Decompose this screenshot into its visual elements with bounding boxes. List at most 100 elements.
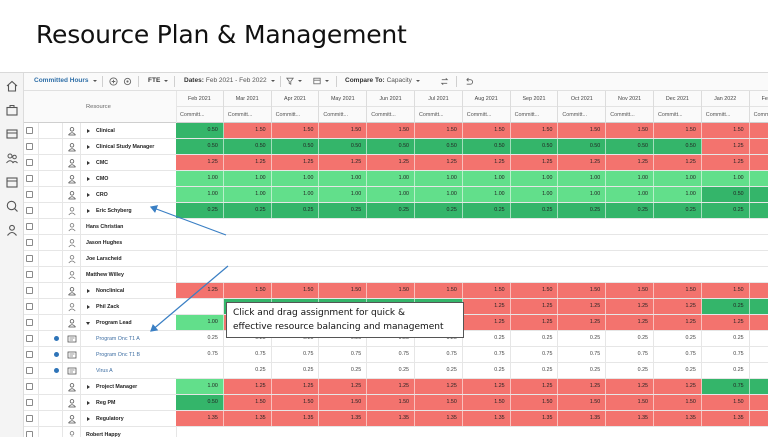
hours-cell[interactable]: 1.25 [510,379,559,394]
hours-cell[interactable]: 0.25 [367,203,415,218]
hours-cell[interactable] [176,299,224,314]
hours-cell[interactable]: 1.00 [271,187,320,202]
row-checkbox[interactable] [26,127,33,134]
hours-cell[interactable]: 1.00 [367,187,415,202]
hours-cell[interactable]: 0.75 [415,347,463,362]
expand-right-icon[interactable] [87,400,90,405]
hours-cell[interactable]: 1.50 [462,123,511,138]
hours-cell[interactable]: 0.75 [606,347,654,362]
hours-cell[interactable]: 1.25 [223,379,272,394]
hours-cell[interactable]: 1.25 [510,299,559,314]
hours-cell[interactable]: 0.25 [367,363,415,378]
hours-cell[interactable]: 1.25 [367,155,415,170]
settings-icon[interactable] [123,77,132,86]
hours-cell[interactable]: 1.00 [701,171,750,186]
hours-cell[interactable]: 0.25 [749,299,768,314]
hours-cell[interactable]: 1.25 [701,155,750,170]
assignment-row[interactable]: Virus A 0.25 0.25 0.25 0.25 0.25 0.25 0.25 0.25 0… [24,363,768,379]
hours-cell[interactable]: 1.35 [176,411,224,426]
unit-dropdown[interactable]: FTE [148,77,169,84]
month-column-header[interactable]: May 2021 Committ... [319,91,368,123]
hours-cell[interactable]: 0.25 [271,363,320,378]
hours-cell[interactable]: 1.50 [367,123,415,138]
row-checkbox[interactable] [26,143,33,150]
hours-cell[interactable]: 1.00 [176,171,224,186]
hours-cell[interactable]: 1.00 [176,379,224,394]
hours-cell[interactable]: 0.25 [558,331,607,346]
hours-cell[interactable]: 1.50 [654,283,702,298]
hours-cell[interactable]: 1.00 [606,187,654,202]
expand-right-icon[interactable] [87,208,90,213]
hours-cell[interactable]: 0.25 [462,331,511,346]
hours-cell[interactable]: 1.00 [462,187,511,202]
expand-right-icon[interactable] [87,192,90,197]
month-column-header[interactable]: Nov 2021 Committ... [606,91,654,123]
globe-search-icon[interactable] [5,199,19,213]
hours-cell[interactable]: 1.25 [510,315,559,330]
row-checkbox[interactable] [26,191,33,198]
hours-cell[interactable]: 0.25 [749,331,768,346]
month-column-header[interactable]: Jul 2021 Committ... [415,91,463,123]
month-column-header[interactable]: Feb 2022 Committ... [749,91,768,123]
hours-cell[interactable]: 1.25 [606,155,654,170]
row-checkbox[interactable] [26,255,33,262]
month-column-header[interactable]: Apr 2021 Committ... [271,91,320,123]
hours-cell[interactable]: 1.25 [749,315,768,330]
hours-cell[interactable]: 1.00 [176,187,224,202]
expand-right-icon[interactable] [87,416,90,421]
add-icon[interactable] [109,77,118,86]
hours-cell[interactable]: 1.00 [606,171,654,186]
hours-cell[interactable]: 1.50 [415,283,463,298]
hours-cell[interactable]: 1.25 [654,155,702,170]
hours-cell[interactable]: 1.25 [558,315,607,330]
assignment-row[interactable]: Program Onc T1 B 0.75 0.75 0.75 0.75 0.75 0.75… [24,347,768,363]
row-checkbox[interactable] [26,399,33,406]
hours-cell[interactable]: 1.00 [654,171,702,186]
expand-down-icon[interactable] [86,321,90,325]
row-checkbox[interactable] [26,415,33,422]
row-checkbox[interactable] [26,223,33,230]
hours-cell[interactable]: 1.50 [223,283,272,298]
hours-cell[interactable]: 1.00 [176,315,224,330]
hours-cell[interactable]: 1.35 [558,411,607,426]
hours-cell[interactable]: 1.35 [223,411,272,426]
month-column-header[interactable]: Jan 2022 Committ... [701,91,750,123]
resource-row[interactable]: Joe Larscheid [24,251,768,267]
row-checkbox[interactable] [26,271,33,278]
hours-cell[interactable]: 1.50 [462,395,511,410]
hours-cell[interactable]: 1.25 [367,379,415,394]
hours-cell[interactable]: 1.50 [271,123,320,138]
hours-cell[interactable]: 0.25 [654,203,702,218]
hours-cell[interactable]: 0.25 [606,363,654,378]
hours-cell[interactable]: 0.25 [223,203,272,218]
hours-cell[interactable]: 1.35 [606,411,654,426]
hours-cell[interactable]: 1.00 [319,171,368,186]
hours-cell[interactable]: 1.50 [749,395,768,410]
hours-cell[interactable]: 0.75 [462,347,511,362]
hours-cell[interactable]: 1.00 [462,171,511,186]
hours-cell[interactable]: 1.50 [415,395,463,410]
resource-row[interactable]: Hans Christian [24,219,768,235]
hours-cell[interactable]: 0.75 [367,347,415,362]
hours-cell[interactable]: 1.50 [367,283,415,298]
hours-cell[interactable]: 1.25 [319,155,368,170]
hours-cell[interactable]: 0.25 [749,203,768,218]
expand-right-icon[interactable] [87,384,90,389]
hours-cell[interactable]: 0.75 [654,347,702,362]
resource-row[interactable]: Jason Hughes [24,235,768,251]
hours-cell[interactable]: 0.50 [558,139,607,154]
hours-cell[interactable]: 1.50 [319,395,368,410]
hours-cell[interactable]: 1.50 [701,123,750,138]
hours-cell[interactable]: 0.25 [510,363,559,378]
hours-cell[interactable]: 0.50 [462,139,511,154]
hours-cell[interactable]: 1.50 [606,395,654,410]
hours-cell[interactable]: 1.50 [271,283,320,298]
hours-cell[interactable]: 0.50 [749,187,768,202]
hours-cell[interactable]: 1.50 [319,283,368,298]
hours-cell[interactable]: 0.50 [176,395,224,410]
resource-row[interactable]: Clinical Study Manager 0.50 0.50 0.50 0.50 0.… [24,139,768,155]
hours-cell[interactable]: 1.00 [271,171,320,186]
hours-cell[interactable]: 0.75 [319,347,368,362]
hours-cell[interactable]: 1.50 [510,395,559,410]
hours-cell[interactable]: 0.25 [606,331,654,346]
